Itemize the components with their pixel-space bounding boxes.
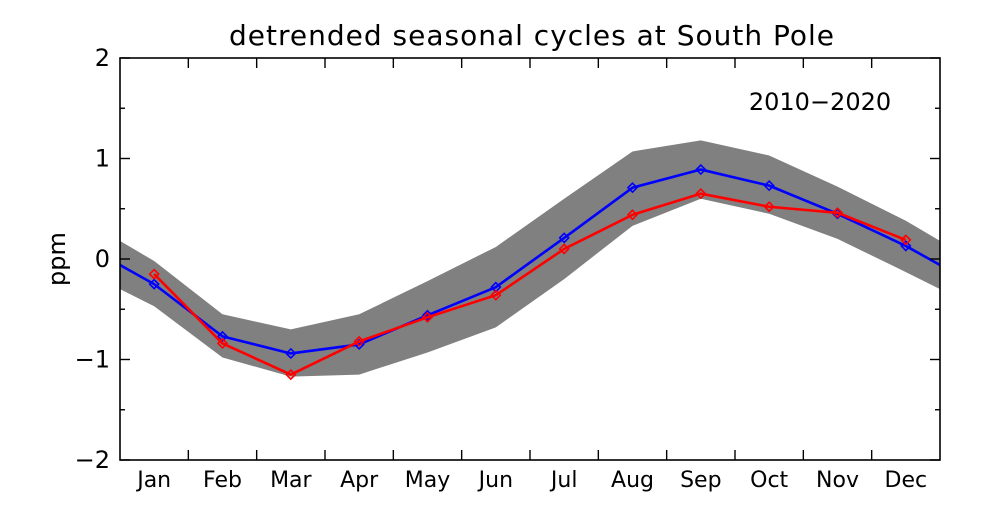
- x-tick-label: Mar: [270, 468, 312, 493]
- x-tick-label: Oct: [750, 468, 788, 493]
- series-1-point: [558, 232, 570, 244]
- x-tick-label: Jun: [477, 468, 513, 493]
- series-2-point: [900, 234, 912, 246]
- x-tick-label: Nov: [816, 468, 859, 493]
- y-tick-label: −1: [75, 346, 110, 374]
- x-tick-label: May: [405, 468, 450, 493]
- y-tick-label: 2: [95, 44, 110, 72]
- series-1-point: [763, 180, 775, 192]
- series-2-point: [216, 337, 229, 350]
- x-tick-label: Sep: [680, 468, 721, 493]
- series-line-1: [119, 168, 941, 355]
- series-1-point: [900, 240, 912, 252]
- x-tick-label: Jan: [135, 468, 171, 493]
- series-line-2: [153, 192, 907, 376]
- series-1-point: [695, 163, 707, 176]
- x-tick-label: Dec: [885, 468, 928, 493]
- x-tick-label: Feb: [203, 468, 242, 493]
- series-2-point: [831, 207, 844, 219]
- y-tick-label: 0: [95, 245, 110, 273]
- series-2-point: [148, 268, 160, 280]
- series-2-point: [353, 335, 365, 348]
- series-2-point: [490, 289, 502, 301]
- series-2-point: [558, 243, 570, 255]
- series-1-point: [285, 347, 297, 360]
- y-tick-label: 1: [95, 145, 110, 173]
- x-tick-label: Apr: [340, 468, 379, 493]
- series-2-point: [285, 368, 297, 381]
- x-tick-label: Jul: [549, 468, 578, 493]
- x-tick-label: Aug: [611, 468, 654, 493]
- series-2-point: [695, 188, 707, 200]
- series-1-point: [421, 309, 434, 321]
- series-2-point: [421, 311, 434, 323]
- series-1-point: [626, 182, 639, 194]
- series-2-point: [763, 201, 775, 213]
- series-2-point: [626, 209, 639, 221]
- y-tick-label: −2: [75, 446, 110, 474]
- y-axis-label: ppm: [43, 232, 71, 286]
- series-1-point: [216, 330, 229, 343]
- chart-title: detrended seasonal cycles at South Pole: [229, 19, 835, 52]
- series-1-point: [148, 278, 160, 290]
- year-range-annotation: 2010−2020: [749, 88, 891, 116]
